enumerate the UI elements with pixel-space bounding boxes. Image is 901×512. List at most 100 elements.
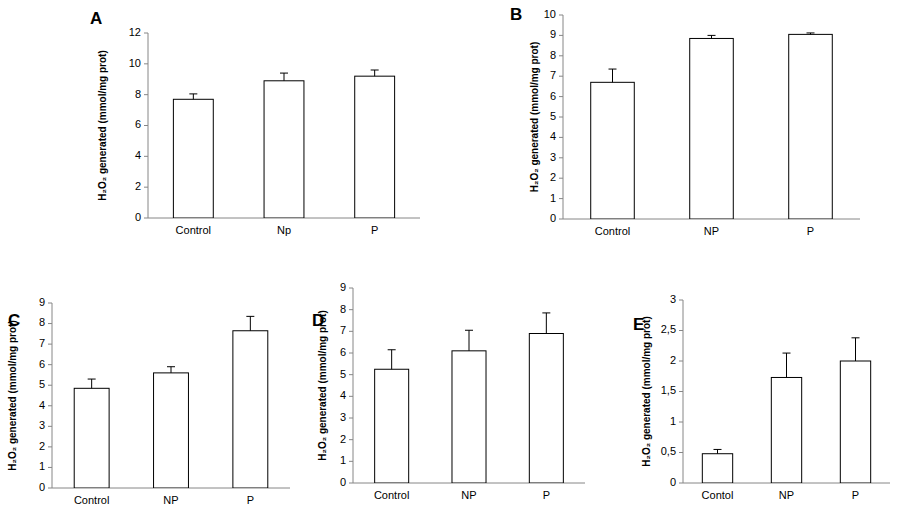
- y-tick: [144, 63, 148, 64]
- y-tick-label: 2: [340, 433, 346, 445]
- y-tick: [559, 178, 563, 179]
- y-tick-label: 3: [340, 411, 346, 423]
- y-tick-label: 2: [39, 440, 45, 452]
- y-tick: [559, 15, 563, 16]
- x-tick-label: Np: [277, 224, 291, 236]
- y-tick-label: 4: [340, 389, 346, 401]
- figure: AH₂O₂ generated (mmol/mg prot)024681012C…: [0, 0, 901, 512]
- y-tick: [559, 96, 563, 97]
- bar: [233, 331, 268, 488]
- bar: [74, 388, 109, 488]
- bar: [591, 82, 635, 219]
- y-tick: [48, 385, 52, 386]
- y-tick: [144, 156, 148, 157]
- y-tick-label: 9: [550, 28, 556, 40]
- panel-letter: A: [90, 9, 102, 28]
- y-tick: [349, 418, 353, 419]
- error-bar: [280, 73, 288, 81]
- y-tick: [48, 405, 52, 406]
- error-bar: [609, 69, 617, 82]
- y-tick-label: 3: [550, 151, 556, 163]
- bar: [154, 373, 189, 488]
- y-tick-label: 4: [135, 149, 141, 161]
- y-tick: [144, 187, 148, 188]
- bar: [789, 34, 833, 219]
- x-tick-label: P: [247, 494, 254, 506]
- y-tick-label: 0: [39, 481, 45, 493]
- panel: DH₂O₂ generated (mmol/mg prot)0123456789…: [312, 281, 585, 501]
- y-tick-label: 6: [135, 118, 141, 130]
- y-tick: [144, 94, 148, 95]
- x-tick-label: Control: [74, 494, 109, 506]
- y-tick-label: 2: [670, 354, 676, 366]
- y-tick-label: 10: [544, 8, 556, 20]
- y-tick: [48, 488, 52, 489]
- y-tick: [349, 396, 353, 397]
- bar: [355, 76, 395, 218]
- y-tick: [349, 331, 353, 332]
- y-axis-label: H₂O₂ generated (mmol/mg prot): [317, 310, 328, 461]
- x-tick-label: P: [807, 225, 814, 237]
- y-axis: [353, 288, 354, 483]
- y-tick: [679, 391, 683, 392]
- y-tick: [144, 218, 148, 219]
- y-axis: [52, 303, 53, 488]
- y-tick-label: 1: [340, 454, 346, 466]
- y-tick-label: 1: [39, 460, 45, 472]
- bars: [591, 33, 833, 219]
- y-tick-label: 7: [550, 69, 556, 81]
- y-tick-label: 3: [670, 293, 676, 305]
- y-tick-label: 8: [550, 49, 556, 61]
- y-tick: [48, 467, 52, 468]
- y-tick: [48, 426, 52, 427]
- y-tick: [559, 157, 563, 158]
- y-tick: [144, 125, 148, 126]
- error-bar: [542, 313, 550, 334]
- y-tick: [559, 137, 563, 138]
- y-tick-label: 0,5: [661, 445, 676, 457]
- y-tick: [349, 374, 353, 375]
- bar: [375, 369, 409, 483]
- bar: [690, 38, 734, 219]
- y-tick-label: 1: [670, 415, 676, 427]
- error-bar: [388, 350, 396, 370]
- error-bar: [807, 33, 815, 34]
- x-tick-label: P: [543, 489, 550, 501]
- y-tick: [349, 439, 353, 440]
- y-tick: [679, 361, 683, 362]
- y-tick-label: 0: [550, 212, 556, 224]
- y-tick-label: 2: [135, 180, 141, 192]
- y-tick-label: 6: [39, 358, 45, 370]
- error-bar: [88, 379, 96, 388]
- y-tick: [559, 117, 563, 118]
- y-tick: [48, 446, 52, 447]
- error-bar: [246, 316, 254, 330]
- y-tick-label: 8: [39, 316, 45, 328]
- x-tick-label: NP: [461, 489, 476, 501]
- y-tick: [679, 330, 683, 331]
- y-tick-label: 5: [39, 378, 45, 390]
- y-tick: [679, 483, 683, 484]
- y-tick-label: 6: [340, 346, 346, 358]
- y-tick-label: 8: [340, 303, 346, 315]
- bar: [840, 361, 870, 483]
- bar: [529, 334, 563, 484]
- panel: BH₂O₂ generated (mmol/mg prot)0123456789…: [510, 5, 860, 237]
- y-tick: [48, 323, 52, 324]
- y-tick: [48, 303, 52, 304]
- y-tick: [679, 452, 683, 453]
- x-tick-label: Control: [176, 224, 211, 236]
- error-bar: [714, 449, 722, 453]
- y-tick-label: 0: [670, 476, 676, 488]
- y-tick-label: 1,5: [661, 384, 676, 396]
- y-tick: [559, 219, 563, 220]
- y-tick-label: 4: [550, 130, 556, 142]
- y-tick: [48, 364, 52, 365]
- y-tick-label: 10: [129, 57, 141, 69]
- y-tick-label: 9: [340, 281, 346, 293]
- x-tick-label: NP: [779, 489, 794, 501]
- bar: [173, 99, 213, 218]
- x-tick-label: Contol: [702, 489, 734, 501]
- x-tick-label: NP: [163, 494, 178, 506]
- panel-letter: B: [510, 5, 522, 24]
